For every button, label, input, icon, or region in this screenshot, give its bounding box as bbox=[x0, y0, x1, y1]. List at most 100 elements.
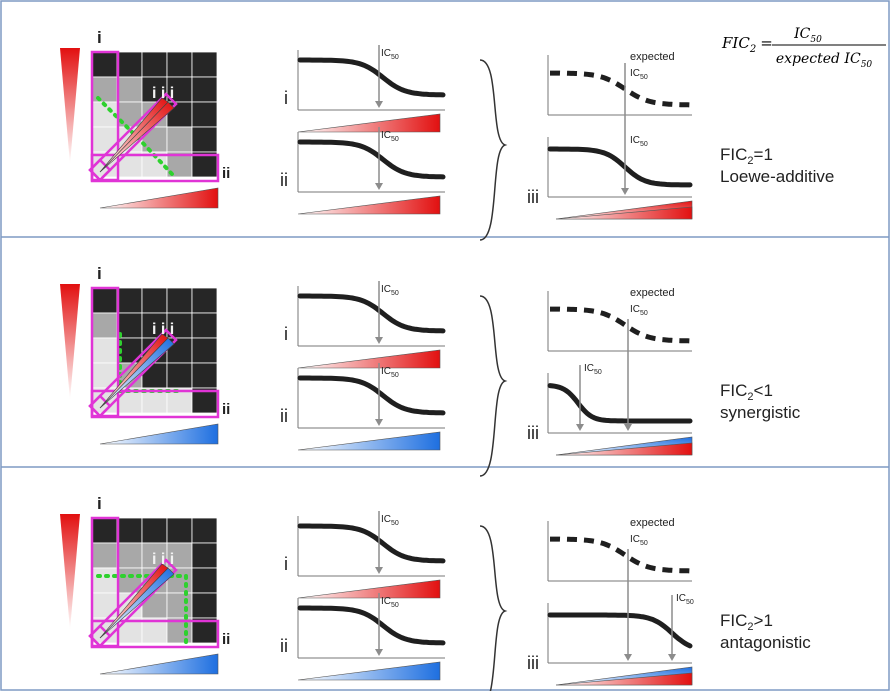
formula-numerator: IC bbox=[793, 26, 811, 42]
response-curve bbox=[297, 605, 446, 646]
ic50-arrow bbox=[375, 593, 383, 656]
fic-formula: FIC2 = IC50 expected IC50 bbox=[721, 26, 886, 70]
curve-label-ii: ii bbox=[280, 170, 288, 190]
svg-text:IC50: IC50 bbox=[793, 26, 822, 45]
arrow-head bbox=[375, 337, 383, 344]
combination-curves: expected IC50 IC50 iii bbox=[527, 287, 693, 456]
svg-text:FIC2=: FIC2 = bbox=[721, 34, 773, 55]
response-curve bbox=[297, 523, 446, 564]
grid-cell bbox=[191, 287, 218, 314]
formula-lhs-sub: 2 bbox=[749, 44, 756, 55]
observed-ic50-label: IC50 bbox=[584, 363, 602, 376]
label-i: i bbox=[97, 28, 102, 47]
curve-label-i: i bbox=[284, 324, 288, 344]
svg-text:expected IC50: expected IC50 bbox=[776, 51, 873, 70]
isobole-dots bbox=[96, 574, 188, 646]
diagonal-fan-drug1 bbox=[99, 563, 169, 639]
response-curve bbox=[297, 139, 446, 180]
curve-label-iii: iii bbox=[527, 187, 539, 207]
grid-cell bbox=[91, 542, 118, 569]
grid-cell bbox=[191, 126, 218, 153]
expected-ic50-arrow bbox=[621, 63, 629, 195]
grid-cell bbox=[91, 337, 118, 364]
expected-ic50-label: IC50 bbox=[630, 534, 648, 547]
isobole-dots bbox=[96, 96, 174, 176]
expected-curve bbox=[550, 536, 691, 574]
drug1-concentration-wedge bbox=[60, 48, 80, 164]
grid-cell bbox=[191, 337, 218, 364]
dose-response-curve-ii: IC50 ii bbox=[280, 127, 446, 215]
ic50-arrow bbox=[375, 363, 383, 426]
combo-wedge-drug1 bbox=[555, 442, 693, 456]
dose-response-curve-ii: IC50 ii bbox=[280, 593, 446, 681]
dose-response-curve-i: IC50 i bbox=[284, 45, 446, 133]
ic50-label: IC50 bbox=[381, 596, 399, 609]
label-ii: ii bbox=[222, 631, 230, 648]
interaction-label: synergistic bbox=[720, 403, 801, 422]
ic50-label: IC50 bbox=[381, 366, 399, 379]
expected-ic50-arrow bbox=[624, 319, 632, 431]
grid-cell bbox=[166, 287, 193, 314]
concentration-wedge bbox=[297, 661, 441, 681]
label-i: i bbox=[97, 494, 102, 513]
ic50-arrow bbox=[375, 281, 383, 344]
label-iii: i i i bbox=[152, 85, 174, 102]
ic50-arrow bbox=[375, 45, 383, 108]
ic50-label: IC50 bbox=[381, 514, 399, 527]
ic50-arrow bbox=[375, 511, 383, 574]
brace bbox=[479, 525, 508, 691]
grid-cell bbox=[116, 76, 143, 103]
arrow-head bbox=[668, 654, 676, 661]
expected-ic50-arrow bbox=[624, 549, 632, 661]
drug2-concentration-wedge bbox=[99, 423, 219, 445]
curve-label-iii: iii bbox=[527, 423, 539, 443]
expected-ic50-label: IC50 bbox=[630, 304, 648, 317]
observed-ic50-label: IC50 bbox=[676, 593, 694, 606]
observed-curve bbox=[547, 612, 693, 649]
fic-value: FIC2>1 bbox=[720, 611, 773, 633]
arrow-head bbox=[624, 424, 632, 431]
grid-cell bbox=[141, 51, 168, 78]
label-iii: i i i bbox=[152, 321, 174, 338]
grid-cell bbox=[141, 517, 168, 544]
label-iii: i i i bbox=[152, 551, 174, 568]
dose-response-curve-ii: IC50 ii bbox=[280, 363, 446, 451]
grid-cell bbox=[191, 312, 218, 339]
grid-cell bbox=[191, 517, 218, 544]
concentration-wedge bbox=[297, 349, 441, 369]
grid-cell bbox=[166, 126, 193, 153]
arrow-head bbox=[576, 424, 584, 431]
grid-cell bbox=[116, 542, 143, 569]
combination-curves: expected IC50 IC50 iii bbox=[527, 517, 694, 686]
grid-cell bbox=[191, 51, 218, 78]
combo-wedge-drug1 bbox=[555, 672, 693, 686]
observed-ic50-arrow bbox=[576, 365, 584, 431]
grid-cell bbox=[91, 567, 118, 594]
observed-curve bbox=[547, 383, 693, 424]
formula-lhs: FIC bbox=[721, 34, 750, 52]
label-ii: ii bbox=[222, 165, 230, 182]
grid-cell bbox=[166, 51, 193, 78]
ic50-label: IC50 bbox=[381, 48, 399, 61]
arrow-head bbox=[621, 188, 629, 195]
curve-label-ii: ii bbox=[280, 636, 288, 656]
expected-curve bbox=[550, 306, 691, 344]
expected-ic50-label: IC50 bbox=[630, 68, 648, 81]
checkerboard-grid bbox=[91, 517, 218, 644]
arrow-head bbox=[624, 654, 632, 661]
ic50-label: IC50 bbox=[381, 284, 399, 297]
grid-cell bbox=[191, 567, 218, 594]
observed-curve bbox=[547, 146, 693, 188]
grid-cell bbox=[91, 312, 118, 339]
brace bbox=[479, 295, 508, 477]
formula-denominator-sub: 50 bbox=[861, 60, 873, 70]
arrow-head bbox=[375, 183, 383, 190]
grid-cell bbox=[191, 542, 218, 569]
dose-response-curve-i: IC50 i bbox=[284, 281, 446, 369]
concentration-wedge bbox=[297, 113, 441, 133]
diagonal-fan-drug1 bbox=[99, 97, 169, 173]
